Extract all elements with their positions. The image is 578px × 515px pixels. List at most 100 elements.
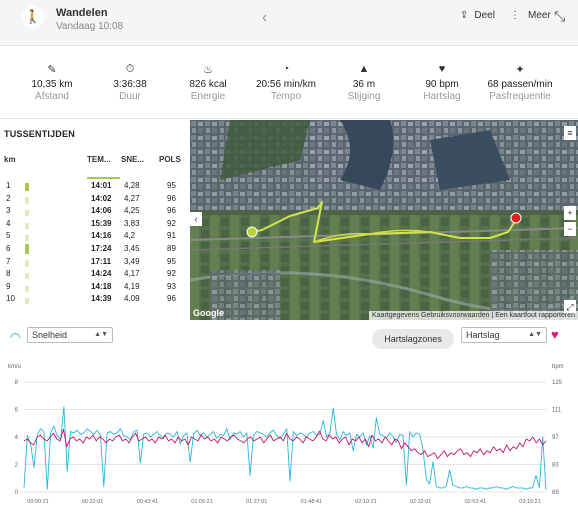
stat-ascent: ▲ 36 m Stijging bbox=[334, 47, 394, 119]
heart-pulse-icon: ♥ bbox=[551, 327, 559, 342]
left-tick-label: 2 bbox=[15, 463, 19, 469]
split-km: 9 bbox=[6, 281, 11, 291]
column-speed[interactable]: SNE... bbox=[121, 155, 145, 164]
split-tempo-bar bbox=[25, 235, 29, 242]
split-tempo: 15:39 bbox=[91, 218, 112, 228]
splits-panel: TUSSENTIJDEN km TEM... SNE... POLS 1 14:0… bbox=[0, 120, 190, 320]
route-map[interactable]: ‹ ≡ + − ⤢ Google Kaartgegevens Gebruiksv… bbox=[190, 120, 578, 320]
split-row[interactable]: 8 14:24 4,17 92 bbox=[0, 268, 190, 281]
heart-rate-zones-button[interactable]: Hartslagzones bbox=[372, 329, 454, 349]
more-label: Meer bbox=[528, 10, 551, 21]
x-tick-label: 01:27:01 bbox=[246, 499, 267, 505]
speed-series-line bbox=[23, 406, 547, 490]
stat-duration: ⏱ 3:36:38 Duur bbox=[100, 47, 160, 119]
chevron-left-icon[interactable]: ‹ bbox=[262, 9, 268, 26]
split-tempo: 14:06 bbox=[91, 206, 112, 216]
split-hr: 96 bbox=[167, 193, 176, 203]
split-row[interactable]: 9 14:18 4,19 93 bbox=[0, 281, 190, 294]
column-km[interactable]: km bbox=[4, 155, 16, 164]
column-hr[interactable]: POLS bbox=[159, 155, 181, 164]
left-tick-label: 6 bbox=[15, 408, 19, 414]
activity-date: Vandaag 10:08 bbox=[56, 21, 124, 32]
split-tempo-bar bbox=[25, 260, 29, 267]
tempo-sort-indicator bbox=[87, 177, 120, 179]
collapse-arrow-icon[interactable]: ⤡ bbox=[554, 8, 566, 24]
stat-value: 826 kcal bbox=[189, 79, 227, 90]
ruler-icon: ✎ bbox=[47, 64, 57, 76]
zoom-in-button[interactable]: + bbox=[564, 206, 576, 220]
left-tick-label: 8 bbox=[15, 380, 19, 386]
map-collapse-button[interactable]: ‹ bbox=[190, 212, 202, 226]
split-tempo-bar bbox=[25, 298, 29, 305]
stat-label: Pasfrequentie bbox=[489, 91, 551, 102]
right-tick-label: 69 bbox=[552, 490, 559, 496]
split-row[interactable]: 3 14:06 4,25 96 bbox=[0, 205, 190, 218]
split-km: 4 bbox=[6, 218, 11, 228]
split-tempo-bar bbox=[25, 285, 29, 292]
split-hr: 91 bbox=[167, 231, 176, 241]
left-axis-label: km/u bbox=[8, 364, 21, 370]
stat-label: Tempo bbox=[270, 91, 301, 102]
left-metric-select[interactable]: Snelheid ▲▼ bbox=[27, 327, 113, 343]
stat-heart-rate: ♥ 90 bpm Hartslag bbox=[412, 47, 472, 119]
split-row[interactable]: 7 17:11 3,49 95 bbox=[0, 256, 190, 269]
stat-value: 68 passen/min bbox=[487, 79, 553, 90]
speed-heart-rate-chart: km/u bpm 0 69 2 83 4 97 6 111 8 125 00:00:21 00:22:01… bbox=[0, 356, 578, 515]
right-metric-value: Hartslag bbox=[466, 330, 500, 340]
split-speed: 4,2 bbox=[124, 231, 136, 241]
column-tempo[interactable]: TEM... bbox=[87, 155, 111, 164]
right-tick-label: 111 bbox=[552, 408, 562, 414]
split-row[interactable]: 4 15:39 3,83 92 bbox=[0, 218, 190, 231]
right-tick-label: 97 bbox=[552, 435, 559, 441]
x-tick-label: 03:15:21 bbox=[519, 499, 540, 505]
split-row[interactable]: 1 14:01 4,28 95 bbox=[0, 180, 190, 193]
stat-distance: ✎ 10,35 km Afstand bbox=[22, 47, 82, 119]
split-km: 7 bbox=[6, 256, 11, 266]
split-tempo-bar bbox=[25, 182, 29, 191]
more-button[interactable]: ⋮ Meer bbox=[510, 10, 551, 21]
split-tempo: 14:24 bbox=[91, 269, 112, 279]
stat-label: Duur bbox=[119, 91, 141, 102]
share-label: Deel bbox=[474, 10, 495, 21]
split-tempo: 17:11 bbox=[91, 256, 112, 266]
split-speed: 4,19 bbox=[124, 281, 140, 291]
x-tick-label: 02:10:21 bbox=[355, 499, 376, 505]
split-row[interactable]: 6 17:24 3,45 89 bbox=[0, 243, 190, 256]
activity-header: 🚶 Wandelen Vandaag 10:08 ‹ ⇪ Deel ⋮ Meer… bbox=[0, 0, 578, 46]
share-button[interactable]: ⇪ Deel bbox=[460, 10, 495, 21]
split-row[interactable]: 2 14:02 4,27 96 bbox=[0, 193, 190, 206]
x-tick-label: 02:32:01 bbox=[410, 499, 431, 505]
kebab-icon: ⋮ bbox=[510, 10, 520, 21]
split-tempo: 14:01 bbox=[91, 181, 112, 190]
gauge-icon: ◔ bbox=[282, 63, 290, 75]
heart-rate-series-line bbox=[23, 428, 547, 460]
map-attribution[interactable]: Kaartgegevens Gebruiksvoorwaarden | Een … bbox=[369, 311, 578, 320]
split-row[interactable]: 5 14:16 4,2 91 bbox=[0, 230, 190, 243]
split-tempo: 14:18 bbox=[91, 281, 112, 291]
split-km: 6 bbox=[6, 243, 11, 253]
fullscreen-button[interactable]: ⤢ bbox=[564, 300, 576, 314]
map-satellite bbox=[190, 120, 578, 320]
stat-value: 3:36:38 bbox=[113, 79, 147, 90]
split-speed: 4,27 bbox=[124, 193, 140, 203]
chart-svg: km/u bpm 0 69 2 83 4 97 6 111 8 125 00:00:21 00:22:01… bbox=[8, 364, 564, 505]
right-metric-select[interactable]: Hartslag ▲▼ bbox=[461, 327, 547, 343]
split-row[interactable]: 10 14:39 4,09 96 bbox=[0, 293, 190, 306]
split-tempo-bar bbox=[25, 197, 29, 204]
stat-value: 10,35 km bbox=[31, 79, 73, 90]
map-menu-button[interactable]: ≡ bbox=[564, 126, 576, 140]
select-arrow-icon: ▲▼ bbox=[94, 331, 108, 338]
zoom-out-button[interactable]: − bbox=[564, 222, 576, 236]
stopwatch-icon: ⏱ bbox=[125, 63, 135, 75]
split-hr: 95 bbox=[167, 181, 176, 190]
split-hr: 96 bbox=[167, 206, 176, 216]
mountain-icon: ▲ bbox=[358, 63, 370, 75]
split-speed: 4,09 bbox=[124, 294, 140, 304]
heart-rate-icon: ♥ bbox=[438, 63, 446, 75]
split-km: 2 bbox=[6, 193, 11, 203]
splits-title: TUSSENTIJDEN bbox=[4, 129, 75, 139]
split-tempo: 17:24 bbox=[91, 243, 112, 253]
split-hr: 92 bbox=[167, 269, 176, 279]
stat-energy: ♨ 826 kcal Energie bbox=[178, 47, 238, 119]
x-tick-label: 01:48:41 bbox=[301, 499, 322, 505]
